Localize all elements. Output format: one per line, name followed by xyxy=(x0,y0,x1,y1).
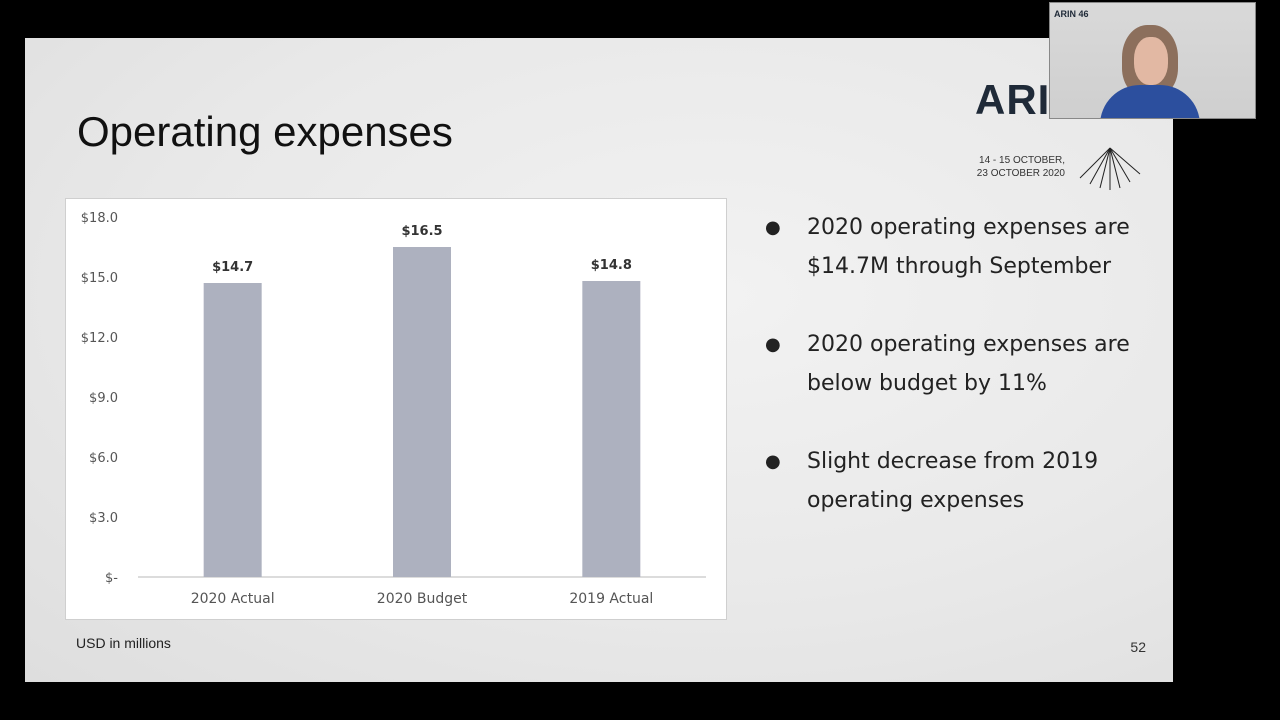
bar xyxy=(393,247,451,577)
y-tick-label: $3.0 xyxy=(89,511,118,526)
logo-dates-line1: 14 - 15 OCTOBER, xyxy=(979,155,1065,166)
bullet-dot-icon: ● xyxy=(765,334,781,355)
chart-container: $- $3.0 $6.0 $9.0 $12.0 $15.0 $18.0 $14.7 2020 A… xyxy=(65,198,727,620)
x-tick-label: 2019 Actual xyxy=(569,591,653,607)
y-tick-label: $9.0 xyxy=(89,391,118,406)
logo-rays-icon xyxy=(1079,147,1141,190)
bullet-text: 2020 operating expenses are below budget… xyxy=(807,332,1130,396)
logo-text: ARI xyxy=(975,76,1051,123)
bullet-dot-icon: ● xyxy=(765,217,781,238)
bar xyxy=(203,283,262,577)
presenter-body xyxy=(1100,85,1200,118)
logo-dates-line2: 23 OCTOBER 2020 xyxy=(976,168,1065,179)
bar xyxy=(582,281,641,577)
operating-expenses-bar-chart: $- $3.0 $6.0 $9.0 $12.0 $15.0 $18.0 $14.7 2020 A… xyxy=(81,211,706,607)
y-tick-label: $18.0 xyxy=(81,211,118,226)
webcam-logo: ARIN 46 xyxy=(1054,9,1089,19)
bullet-dot-icon: ● xyxy=(765,451,781,472)
bullet-text: 2020 operating expenses are $14.7M throu… xyxy=(807,215,1130,279)
conference-logo: ARI 14 - 15 OCTOBER, 23 OCTOBER 2020 xyxy=(975,76,1155,190)
webcam-overlay: ARIN 46 xyxy=(1049,2,1256,119)
page-number: 52 xyxy=(1130,639,1146,655)
bullet-text: Slight decrease from 2019 operating expe… xyxy=(807,449,1099,513)
bar-data-label: $14.7 xyxy=(212,260,253,275)
y-tick-label: $- xyxy=(105,571,118,586)
slide-title: Operating expenses xyxy=(77,108,453,155)
bullet-list: ● 2020 operating expenses are $14.7M thr… xyxy=(760,208,1150,559)
y-tick-label: $12.0 xyxy=(81,331,118,346)
bar-data-label: $16.5 xyxy=(401,224,442,239)
bullet-item: ● Slight decrease from 2019 operating ex… xyxy=(760,442,1150,520)
logo-dates: 14 - 15 OCTOBER, 23 OCTOBER 2020 xyxy=(977,154,1065,180)
x-tick-label: 2020 Actual xyxy=(191,591,275,607)
slide: Operating expenses ARI 14 - 15 OCTOBER, … xyxy=(25,38,1173,682)
x-tick-label: 2020 Budget xyxy=(377,591,468,607)
footnote: USD in millions xyxy=(76,635,171,651)
presenter-face xyxy=(1134,37,1168,85)
bullet-item: ● 2020 operating expenses are $14.7M thr… xyxy=(760,208,1150,286)
y-tick-label: $6.0 xyxy=(89,451,118,466)
bullet-item: ● 2020 operating expenses are below budg… xyxy=(760,325,1150,403)
y-tick-label: $15.0 xyxy=(81,271,118,286)
bar-data-label: $14.8 xyxy=(591,258,632,273)
